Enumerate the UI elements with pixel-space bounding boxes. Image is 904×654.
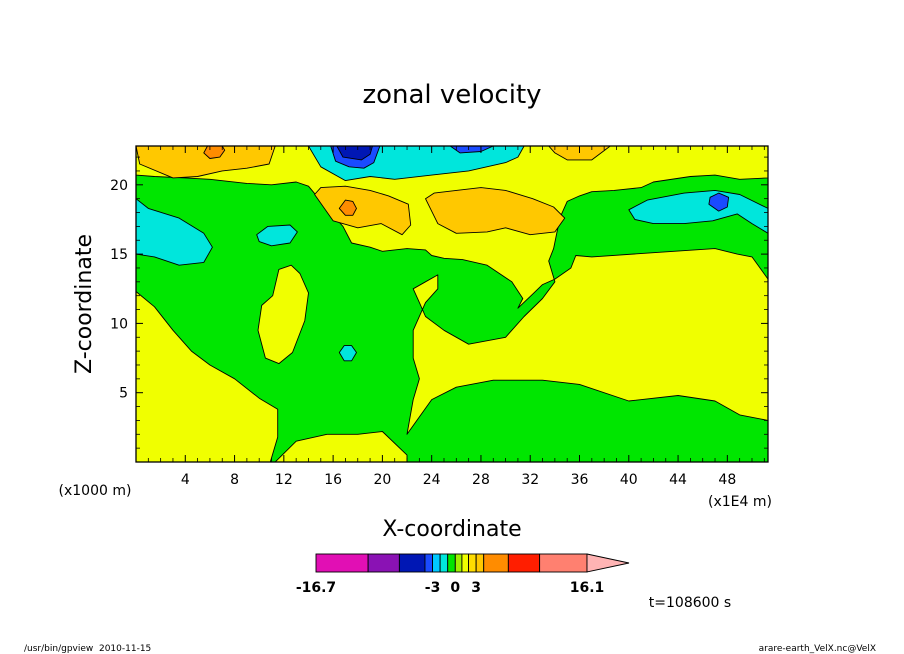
colorbar-band xyxy=(483,553,509,573)
chart-title: zonal velocity xyxy=(362,80,541,110)
colorbar-label: 3 xyxy=(471,580,481,596)
x-axis-label: X-coordinate xyxy=(382,517,521,542)
colorbar-label: -16.7 xyxy=(296,580,336,596)
contour-field xyxy=(136,146,768,462)
colorbar-band xyxy=(439,553,449,573)
x-tick-label: 48 xyxy=(718,472,736,488)
program-footer: /usr/bin/gpview 2010-11-15 xyxy=(24,644,151,654)
x-axis: 4 8 12 16 20 24 28 32 36 40 44 48 xyxy=(147,146,765,488)
contour-region-0-2 xyxy=(257,264,309,365)
y-tick-label: 5 xyxy=(119,386,128,402)
contour-region-3-4 xyxy=(338,345,357,362)
colorbar: -16.7 -3 0 3 16.1 xyxy=(296,553,630,596)
colorbar-band xyxy=(447,553,456,573)
y-axis-label: Z-coordinate xyxy=(72,234,97,374)
colorbar-band xyxy=(315,553,369,573)
contour-region-3-0 xyxy=(136,198,213,266)
colorbar-band xyxy=(367,553,400,573)
contour-region-3-1 xyxy=(256,224,298,247)
x-tick-label: 28 xyxy=(472,472,490,488)
contour-region-3-3 xyxy=(628,189,768,234)
colorbar-band xyxy=(398,553,426,573)
colorbar-band xyxy=(424,553,433,573)
colorbar-band xyxy=(507,553,541,573)
colorbar-band xyxy=(539,553,588,573)
colorbar-band xyxy=(432,553,441,573)
x-tick-label: 12 xyxy=(275,472,293,488)
contour-region-0-0 xyxy=(136,291,279,462)
x-tick-label: 16 xyxy=(324,472,342,488)
x-tick-label: 40 xyxy=(620,472,638,488)
colorbar-band xyxy=(468,553,477,573)
x-tick-label: 32 xyxy=(521,472,539,488)
colorbar-overflow-arrow xyxy=(586,553,630,573)
x-tick-label: 4 xyxy=(181,472,190,488)
y-tick-label: 15 xyxy=(110,247,128,263)
x-tick-label: 44 xyxy=(669,472,687,488)
colorbar-band xyxy=(461,553,470,573)
x-tick-label: 20 xyxy=(373,472,391,488)
contour-region-1-2 xyxy=(425,187,566,236)
x-unit-right: (x1E4 m) xyxy=(708,494,772,510)
contour-region-0-3 xyxy=(136,146,768,435)
colorbar-label: 0 xyxy=(450,580,460,596)
colorbar-band xyxy=(454,553,463,573)
y-tick-label: 20 xyxy=(110,178,128,194)
contour-region-1-1 xyxy=(314,185,412,236)
time-annotation: t=108600 s xyxy=(649,595,731,611)
y-tick-label: 10 xyxy=(110,316,128,332)
colorbar-label: -3 xyxy=(425,580,441,596)
contour-region-2-1 xyxy=(338,199,357,216)
plot-frame xyxy=(135,145,769,463)
contour-region-2-0 xyxy=(203,146,226,159)
x-unit-left: (x1000 m) xyxy=(59,483,132,499)
y-axis: 5 10 15 20 xyxy=(110,156,768,449)
colorbar-band xyxy=(475,553,485,573)
contour-region-1-0 xyxy=(136,146,276,179)
contour-region-4-2 xyxy=(708,192,730,212)
x-tick-label: 24 xyxy=(423,472,441,488)
colorbar-label: 16.1 xyxy=(570,580,605,596)
x-tick-label: 36 xyxy=(571,472,589,488)
x-tick-label: 8 xyxy=(230,472,239,488)
source-footer: arare-earth_VelX.nc@VelX xyxy=(759,644,876,654)
